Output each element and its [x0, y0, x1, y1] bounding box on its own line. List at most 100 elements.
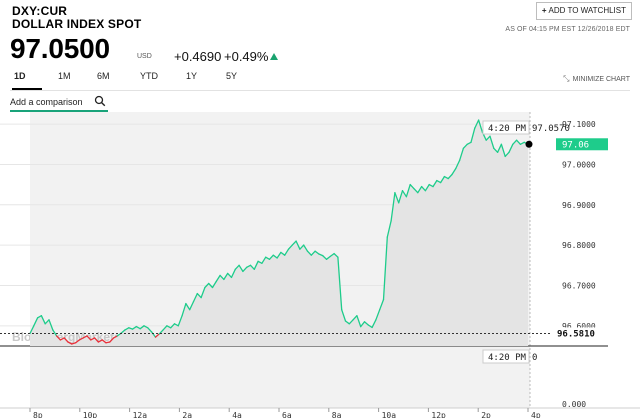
price-line-segment	[500, 143, 506, 158]
price-line-segment	[360, 321, 366, 328]
price-line-segment	[424, 183, 430, 192]
price-line-segment	[93, 337, 100, 343]
x-tick-label: 12p	[431, 411, 446, 418]
price-change: +0.4690	[174, 49, 222, 64]
price-line-segment	[166, 325, 172, 329]
tab-6m[interactable]: 6M	[97, 71, 110, 81]
price-line-segment	[265, 256, 271, 260]
instrument-name: DOLLAR INDEX SPOT	[12, 17, 142, 31]
add-to-watchlist-button[interactable]: + ADD TO WATCHLIST	[535, 2, 632, 20]
price-line-segment	[124, 327, 130, 331]
price-line-segment	[204, 282, 210, 289]
price-line-segment	[504, 151, 510, 158]
price-line-segment	[189, 300, 195, 311]
price-line-segment	[40, 315, 46, 325]
price-line-segment	[257, 260, 263, 264]
x-tick-label: 8a	[332, 411, 342, 418]
price-line-segment	[196, 292, 202, 299]
price-line-segment	[432, 179, 438, 188]
price-line-segment	[120, 329, 126, 334]
price-line-segment	[181, 302, 187, 317]
price-area	[30, 120, 528, 346]
minimize-chart-button[interactable]: ⤡ MINIMIZE CHART	[563, 74, 630, 84]
price-line-segment	[401, 190, 408, 198]
price-line-segment	[508, 143, 514, 153]
price-line-segment	[420, 185, 427, 192]
range-tabs: 1D 1M 6M YTD 1Y 5Y	[0, 71, 300, 87]
price-line-segment	[211, 280, 217, 289]
price-line-segment	[253, 260, 259, 270]
price-line-segment	[447, 173, 453, 180]
price-line-segment	[512, 139, 518, 145]
hover-time-label: 4:20 PM	[488, 124, 527, 134]
y-tick-label: 96.6000	[562, 322, 596, 331]
price-line-segment	[135, 325, 141, 330]
price-line-segment	[143, 325, 149, 329]
tab-5y[interactable]: 5Y	[226, 71, 238, 81]
price-line-segment	[314, 250, 320, 255]
price-line-segment	[310, 250, 316, 256]
price-line-segment	[242, 266, 248, 273]
price-line-segment	[428, 183, 434, 188]
price-line-segment	[101, 339, 107, 344]
price-line-segment	[295, 240, 301, 250]
price-line-segment	[268, 254, 274, 260]
add-to-watchlist-label: ADD TO WATCHLIST	[548, 6, 627, 15]
price-line-segment	[128, 327, 134, 330]
price-line-segment	[63, 337, 69, 343]
price-line-segment	[219, 274, 225, 281]
price-line-segment	[352, 315, 358, 321]
price-line-segment	[48, 319, 54, 331]
price-line-segment	[318, 253, 324, 257]
price-line-segment	[147, 327, 153, 333]
price-line-segment	[246, 264, 252, 268]
last-price: 97.0500	[10, 33, 110, 64]
price-line-segment	[82, 335, 88, 339]
price-line-segment	[29, 325, 35, 335]
search-icon[interactable]	[94, 95, 106, 107]
comparison-search	[10, 91, 108, 112]
x-tick-label: 10p	[83, 411, 98, 418]
price-line-segment	[390, 192, 396, 222]
minimize-chart-label: MINIMIZE CHART	[572, 76, 630, 83]
price-line-segment	[386, 220, 392, 238]
price-line-segment	[496, 143, 503, 153]
x-tick-label: 4p	[531, 411, 541, 418]
price-line-segment	[443, 175, 449, 180]
price-line-segment	[276, 251, 282, 259]
price-line-segment	[59, 337, 65, 341]
x-tick-label: 2a	[182, 411, 192, 418]
price-line-segment	[333, 252, 339, 258]
tab-ytd[interactable]: YTD	[140, 71, 158, 81]
price-line-segment	[405, 183, 411, 198]
x-tick-label: 4a	[232, 411, 242, 418]
price-line-segment	[470, 127, 476, 143]
price-line-segment	[474, 119, 480, 129]
price-line-segment	[173, 323, 179, 327]
price-line-segment	[458, 147, 465, 162]
price-line-segment	[90, 337, 96, 341]
price-line-segment	[303, 244, 309, 252]
tab-1y[interactable]: 1Y	[186, 71, 198, 81]
price-chart-svg: BloombergMarkets 97.100097.000096.900096…	[0, 112, 640, 418]
price-line-segment	[52, 329, 58, 337]
price-line-segment	[348, 319, 354, 325]
y-tick-label: 96.7000	[562, 281, 596, 290]
price-line-segment	[306, 250, 312, 256]
last-value-label-box	[556, 138, 608, 151]
tab-1m[interactable]: 1M	[58, 71, 71, 81]
price-chart[interactable]: BloombergMarkets 97.1000 97.0000 96.9000 96…	[0, 112, 640, 418]
price-line-segment	[325, 255, 331, 260]
price-line-segment	[382, 236, 388, 301]
price-line-segment	[417, 185, 423, 194]
tab-1d[interactable]: 1D	[14, 71, 26, 81]
price-line-segment	[109, 337, 115, 343]
y-tick-label: 96.9000	[562, 201, 596, 210]
previous-close-label-box	[552, 327, 608, 340]
price-line-segment	[436, 179, 442, 184]
hover-volume-label: 0	[532, 353, 537, 363]
as-of-timestamp: AS OF 04:15 PM EST 12/26/2018 EDT	[505, 26, 630, 33]
x-tick-label: 6a	[282, 411, 292, 418]
comparison-input[interactable]	[10, 94, 90, 109]
price-line-segment	[150, 331, 157, 338]
